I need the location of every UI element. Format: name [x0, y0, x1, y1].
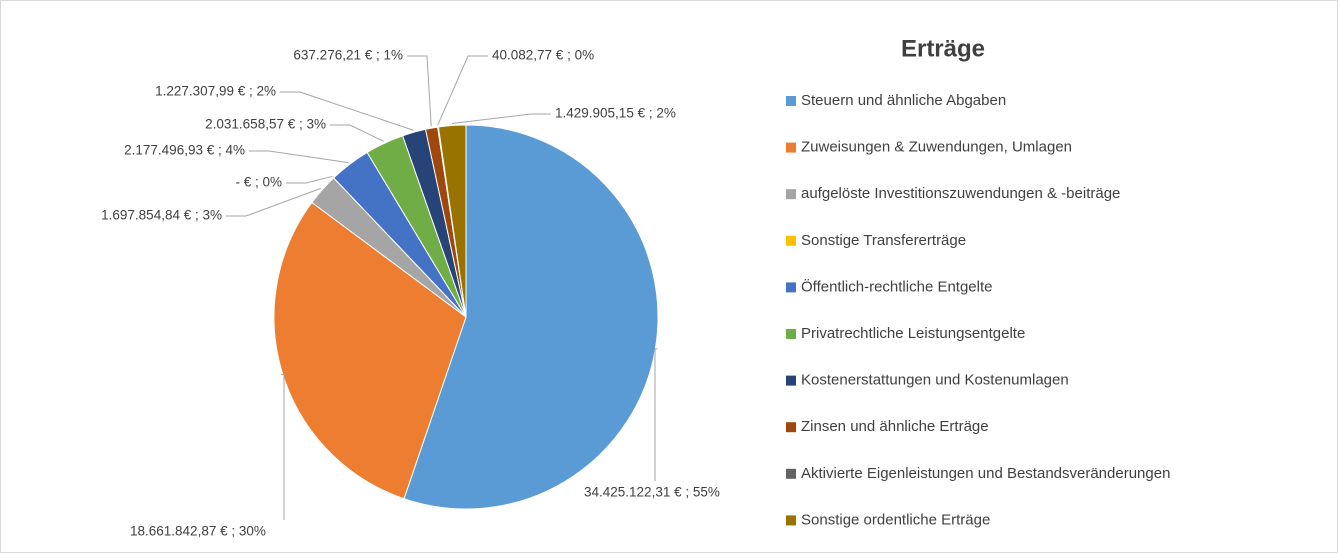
data-label: 1.227.307,99 € ; 2% [155, 84, 276, 99]
leader-line [330, 124, 384, 142]
data-label: 637.276,21 € ; 1% [293, 48, 403, 63]
leader-line [280, 91, 414, 131]
chart-title: Erträge [901, 35, 985, 62]
legend-swatch [786, 235, 796, 246]
legend-swatch [786, 282, 796, 293]
pie-slice [437, 124, 467, 318]
data-label: 1.429.905,15 € ; 2% [555, 106, 676, 121]
legend-label: Zinsen und ähnliche Erträge [801, 418, 989, 435]
legend-label: Privatrechtliche Leistungsentgelte [801, 325, 1025, 342]
leader-line [654, 348, 658, 481]
legend-swatch [786, 189, 796, 200]
leader-line [280, 374, 285, 520]
legend-label: Öffentlich-rechtliche Entgelte [801, 277, 993, 295]
legend-swatch [786, 515, 796, 526]
data-label: 40.082,77 € ; 0% [492, 48, 594, 63]
data-label: 2.031.658,57 € ; 3% [205, 117, 326, 132]
data-label: 34.425.122,31 € ; 55% [584, 485, 720, 500]
pie-slice [273, 201, 467, 500]
legend-label: Sonstige Transfererträge [801, 232, 966, 249]
leader-line [249, 150, 349, 164]
data-label: 18.661.842,87 € ; 30% [130, 524, 266, 539]
legend-swatch [786, 422, 796, 433]
legend-swatch [786, 329, 796, 339]
leader-line [437, 55, 488, 126]
legend-swatch [786, 468, 796, 479]
data-label: 1.697.854,84 € ; 3% [101, 208, 222, 223]
leader-line [451, 113, 551, 125]
legend-label: Sonstige ordentliche Erträge [801, 511, 990, 528]
leader-line [226, 187, 321, 217]
data-label: - € ; 0% [235, 175, 282, 190]
leader-line [286, 175, 333, 184]
legend-swatch [786, 142, 796, 153]
legend-label: Kostenerstattungen und Kostenumlagen [801, 372, 1069, 389]
legend-label: Zuweisungen & Zuwendungen, Umlagen [801, 139, 1072, 156]
legend-label: Aktivierte Eigenleistungen und Bestandsv… [801, 465, 1170, 482]
data-label: 2.177.496,93 € ; 4% [124, 143, 245, 158]
leader-line [407, 55, 432, 127]
legend-swatch [786, 96, 796, 106]
legend-label: Steuern und ähnliche Abgaben [801, 92, 1006, 109]
legend-swatch [786, 375, 796, 386]
legend-label: aufgelöste Investitionszuwendungen & -be… [801, 185, 1120, 202]
